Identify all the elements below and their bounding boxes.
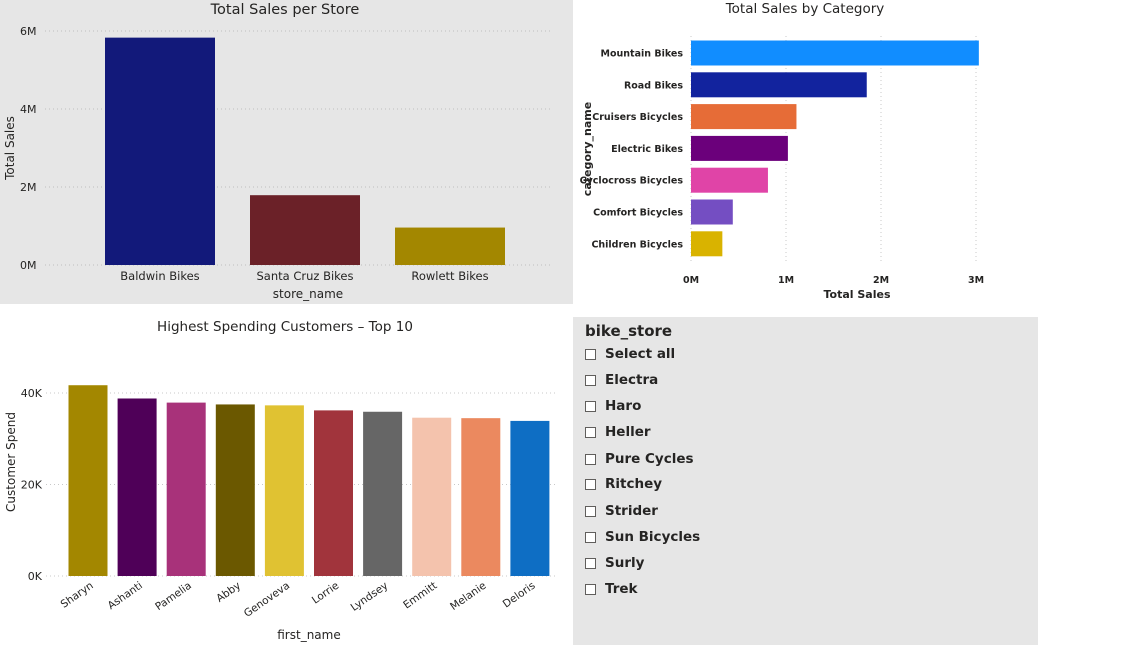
bike-store-slicer: bike_store Select all Electra Haro Helle… [573,317,1038,645]
bar [691,199,733,225]
slicer-item-ritchey[interactable]: Ritchey [585,474,662,494]
y-tick-label: 0M [20,259,37,272]
x-tick-label: Pamelia [153,580,194,613]
checkbox-icon[interactable] [585,400,596,412]
checkbox-icon[interactable] [585,348,596,360]
bar [117,398,157,576]
customer-spend-panel: Highest Spending Customers – Top 10 0K 20K… [0,305,573,645]
slicer-item-label: Select all [605,346,676,362]
y-tick-label: Cyclocross Bicycles [580,176,684,187]
x-tick-label: Sharyn [59,580,96,611]
y-tick-label: 20K [21,479,43,492]
slicer-item-electra[interactable]: Electra [585,370,658,390]
y-axis-title: Customer Spend [4,412,18,512]
slicer-item-strider[interactable]: Strider [585,501,658,521]
bar [250,195,360,265]
checkbox-icon[interactable] [585,426,596,438]
slicer-item-label: Sun Bicycles [605,529,701,545]
bar [510,420,550,576]
category-sales-chart: Total Sales by Category 0M 1M 2M 3M Mountain … [580,1,984,301]
x-tick-label: Baldwin Bikes [120,269,199,283]
y-tick-label: Comfort Bicycles [593,208,683,219]
x-tick-label: Emmitt [401,580,439,612]
slicer-item-label: Electra [605,372,659,388]
checkbox-icon[interactable] [585,453,596,465]
x-tick-label: 3M [968,275,984,286]
y-tick-label: 6M [20,25,37,38]
slicer-item-pure-cycles[interactable]: Pure Cycles [585,449,694,469]
checkbox-icon[interactable] [585,583,596,595]
y-axis-title: category_name [581,102,594,196]
checkbox-icon[interactable] [585,478,596,490]
bar [215,404,255,576]
customer-spend-chart: Highest Spending Customers – Top 10 0K 20K… [4,319,556,642]
y-tick-label: 4M [20,103,37,116]
x-tick-label: Lorrie [310,580,341,607]
x-tick-label: 2M [873,275,889,286]
slicer-item-sun-bicycles[interactable]: Sun Bicycles [585,527,700,547]
x-tick-label: 1M [778,275,794,286]
bar [461,418,501,576]
slicer-item-label: Ritchey [605,476,663,492]
x-tick-label: Lyndsey [349,580,391,614]
store-sales-chart: Total Sales per Store 0M 2M 4M 6M Baldwin Bik… [3,2,553,301]
slicer-item-label: Trek [605,581,638,597]
slicer-item-heller[interactable]: Heller [585,422,651,442]
slicer-item-label: Surly [605,555,645,571]
slicer-item-label: Heller [605,424,651,440]
y-tick-label: 40K [21,387,43,400]
y-axis-title: Total Sales [3,116,17,181]
x-tick-label: Melanie [448,580,488,613]
bar [166,402,206,576]
y-tick-label: Mountain Bikes [601,49,684,60]
bar [314,410,353,576]
bar [264,405,304,576]
x-axis-title: Total Sales [823,288,890,301]
y-tick-label: 2M [20,181,37,194]
y-tick-label: Cruisers Bicycles [592,112,683,123]
bar [105,37,215,265]
x-tick-label: Ashanti [106,580,145,612]
bar [68,385,108,576]
bar [691,72,867,98]
bar [691,231,723,257]
bar [395,227,505,265]
chart-title: Highest Spending Customers – Top 10 [157,319,413,335]
category-sales-panel: Total Sales by Category 0M 1M 2M 3M Mountain … [573,0,1038,304]
slicer-item-label: Strider [605,503,658,519]
checkbox-icon[interactable] [585,505,596,517]
bar [691,167,768,193]
y-tick-label: Road Bikes [624,80,683,91]
bar [363,411,403,576]
x-axis-title: first_name [277,628,340,642]
y-tick-label: Children Bicycles [591,239,683,250]
x-tick-label: 0M [683,275,699,286]
x-axis-title: store_name [273,287,343,301]
slicer-item-haro[interactable]: Haro [585,396,641,416]
slicer-item-select-all[interactable]: Select all [585,344,675,364]
slicer-item-surly[interactable]: Surly [585,553,644,573]
x-tick-label: Rowlett Bikes [411,269,488,283]
y-tick-label: Electric Bikes [611,144,683,155]
x-tick-label: Santa Cruz Bikes [257,269,354,283]
slicer-item-label: Haro [605,398,642,414]
slicer-title: bike_store [585,322,673,340]
checkbox-icon[interactable] [585,531,596,543]
x-tick-label: Abby [214,580,243,605]
y-tick-label: 0K [28,570,43,583]
x-tick-label: Deloris [501,580,538,611]
bar [691,40,979,66]
checkbox-icon[interactable] [585,374,596,386]
slicer-item-label: Pure Cycles [605,451,694,467]
bar [691,135,788,161]
checkbox-icon[interactable] [585,557,596,569]
chart-title: Total Sales by Category [725,1,885,17]
chart-title: Total Sales per Store [210,2,360,18]
bar [412,417,452,576]
x-tick-label: Genoveva [242,580,292,620]
store-sales-panel: Total Sales per Store 0M 2M 4M 6M Baldwin Bik… [0,0,573,304]
bar [691,104,797,130]
slicer-item-trek[interactable]: Trek [585,579,638,599]
